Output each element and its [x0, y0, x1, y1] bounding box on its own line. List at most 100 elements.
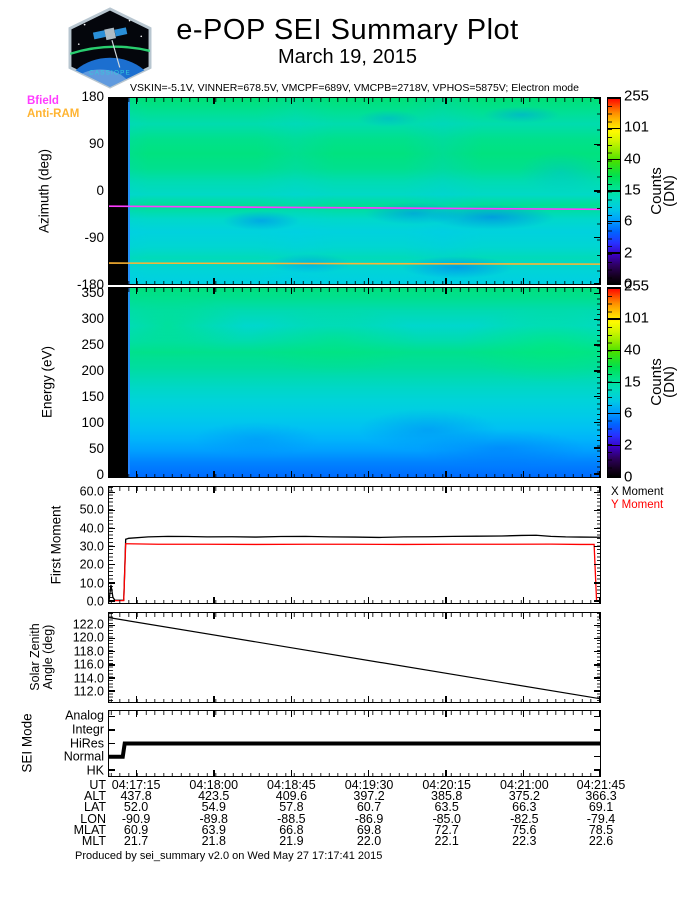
tick-mark: [109, 637, 115, 640]
tick-mark: [109, 370, 115, 372]
y-tick-label: 40: [624, 341, 641, 359]
table-cell: 78.5: [588, 822, 614, 837]
y-tick-label: 100: [81, 414, 104, 430]
series-line-mode: [109, 744, 600, 757]
bfield-legend-label: Bfield: [27, 95, 59, 107]
y-tick-label: 114.0: [73, 671, 104, 686]
first-moment-lines: [109, 487, 600, 603]
tick-mark: [594, 755, 600, 758]
tick-mark: [608, 412, 614, 415]
energy-axis-title: Energy (eV): [39, 345, 55, 419]
table-cell: 22.6: [588, 834, 614, 848]
tick-mark: [367, 770, 370, 776]
tick-mark: [367, 696, 370, 702]
y-tick-label: 90: [88, 135, 104, 151]
tick-mark: [522, 471, 525, 477]
tick-mark: [594, 97, 600, 99]
y-tick-label: 10.0: [79, 575, 104, 590]
tick-mark: [522, 696, 525, 702]
table-cell: -88.5: [277, 811, 306, 826]
table-cell: 409.6: [275, 789, 308, 804]
table-cell: -89.8: [199, 811, 228, 826]
page-title: e-POP SEI Summary Plot: [176, 14, 519, 46]
cassiope-mission-patch: CASSIOPE: [68, 7, 152, 89]
table-cell: 52.0: [123, 800, 149, 815]
azimuth-y-tick-labels: 180 90 0 -90 -180: [58, 89, 104, 292]
table-cell: 69.1: [588, 800, 614, 815]
sei-mode-panel: [108, 710, 601, 777]
y-tick-label: 0.0: [86, 594, 104, 609]
plot-date: March 19, 2015: [278, 46, 417, 68]
tick-mark: [594, 690, 600, 692]
y-tick-label: 40.0: [79, 520, 104, 535]
solar-zenith-axis-title: Solar Zenith Angle (deg): [28, 623, 55, 691]
table-cell: 04:21:00: [499, 778, 549, 792]
y-tick-label: 255: [624, 277, 650, 295]
tick-mark: [290, 487, 293, 493]
table-row-label: MLAT: [73, 822, 106, 837]
tick-mark: [608, 158, 614, 161]
table-cell: -79.4: [586, 811, 616, 826]
tick-mark: [290, 288, 293, 294]
y-tick-label: 101: [624, 309, 650, 327]
tick-mark: [135, 487, 138, 493]
tick-mark: [608, 287, 614, 289]
y-tick-label: 255: [624, 87, 650, 105]
tick-mark: [445, 711, 447, 717]
ephemeris-table: UT 04:17:15 04:18:00 04:18:45 04:19:30 04:20:…: [0, 778, 695, 852]
tick-mark: [599, 696, 601, 702]
tick-mark: [213, 471, 215, 477]
footer-credit: Produced by sei_summary v2.0 on Wed May …: [75, 850, 383, 862]
tick-mark: [109, 527, 115, 530]
tick-mark: [608, 97, 614, 99]
tick-mark: [594, 395, 600, 398]
tick-mark: [522, 711, 525, 717]
table-cell: 60.7: [356, 800, 382, 815]
colorbar-energy: [607, 287, 621, 478]
tick-mark: [109, 563, 115, 566]
tick-mark: [109, 664, 115, 666]
y-tick-label: 116.0: [73, 657, 104, 672]
table-cell: 397.2: [353, 789, 385, 804]
tick-mark: [109, 742, 115, 744]
tick-mark: [109, 292, 115, 295]
tick-mark: [109, 600, 115, 602]
tick-mark: [135, 711, 138, 717]
y-tick-label: 200: [81, 362, 104, 378]
tick-mark: [109, 283, 115, 285]
tick-mark: [522, 98, 525, 104]
tick-mark: [109, 421, 115, 424]
tick-mark: [599, 597, 601, 603]
tick-mark: [213, 770, 215, 776]
tick-mark: [608, 444, 614, 446]
tick-mark: [367, 597, 370, 603]
table-cell: 22.0: [356, 834, 382, 848]
tick-mark: [135, 770, 138, 776]
tick-mark: [109, 755, 115, 758]
azimuth-spectrogram-panel: [108, 97, 601, 285]
tick-mark: [594, 545, 600, 548]
table-cell: 04:19:30: [344, 778, 394, 792]
solar-zenith-y-tick-labels: 122.0 120.0 118.0 116.0 114.0 112.0: [60, 612, 104, 703]
table-cell: -90.9: [121, 811, 151, 826]
tick-mark: [135, 613, 138, 619]
tick-mark: [109, 677, 115, 679]
y-tick-label: 40: [624, 150, 641, 168]
tick-mark: [290, 278, 293, 284]
tick-mark: [614, 283, 620, 285]
table-cell: 66.8: [279, 822, 304, 837]
table-row-label: LON: [80, 811, 106, 826]
colorbar-energy-title: Counts (DN): [648, 358, 678, 406]
tick-mark: [599, 770, 601, 776]
colorbar-azimuth-title: Counts (DN): [648, 167, 678, 215]
tick-mark: [599, 98, 601, 104]
tick-mark: [109, 395, 115, 398]
table-cell: -86.9: [354, 811, 384, 826]
tick-mark: [608, 349, 614, 352]
tick-mark: [608, 127, 614, 130]
x-moment-legend-label: X Moment: [611, 486, 664, 498]
tick-mark: [109, 491, 115, 494]
tick-mark: [290, 597, 293, 603]
tick-mark: [594, 637, 600, 640]
sei-mode-y-tick-labels: Analog Integr HiRes Normal HK: [54, 708, 104, 777]
